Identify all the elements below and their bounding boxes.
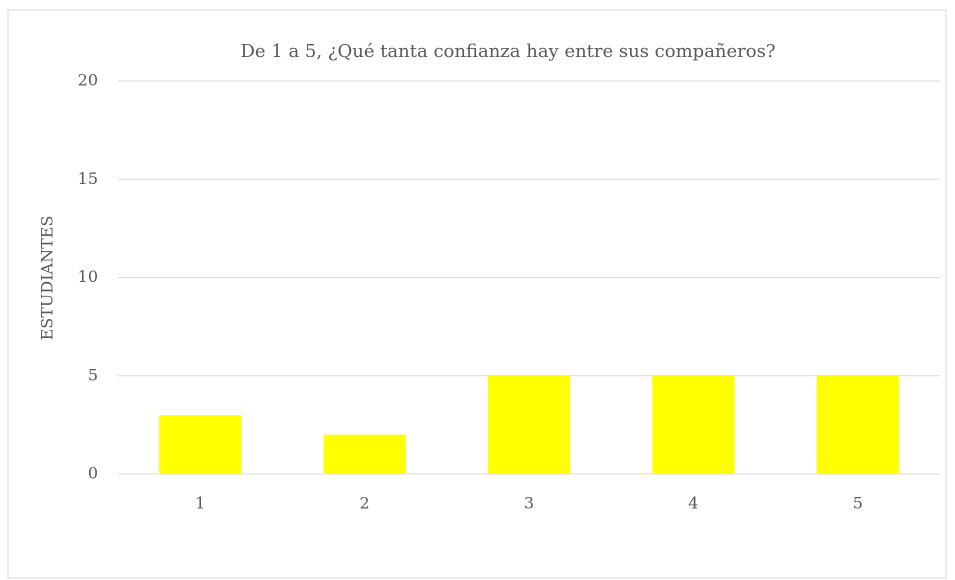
x-tick-label: 4 — [688, 494, 698, 513]
y-tick-label: 5 — [88, 365, 98, 384]
x-tick-label: 1 — [195, 494, 205, 513]
y-axis-label: ESTUDIANTES — [38, 216, 57, 341]
x-tick-label: 3 — [524, 494, 534, 513]
chart-border — [7, 9, 947, 579]
y-tick-label: 10 — [78, 267, 98, 286]
chart-title: De 1 a 5, ¿Qué tanta confianza hay entre… — [241, 41, 776, 62]
bar — [652, 375, 735, 474]
x-tick-label: 5 — [853, 494, 863, 513]
bar — [159, 415, 242, 474]
y-tick-label: 20 — [78, 71, 98, 90]
y-tick-label: 0 — [88, 464, 98, 483]
bar — [323, 434, 406, 474]
y-tick-label: 15 — [78, 169, 98, 188]
bar — [816, 375, 899, 474]
bar — [487, 375, 571, 474]
x-tick-label: 2 — [360, 494, 370, 513]
